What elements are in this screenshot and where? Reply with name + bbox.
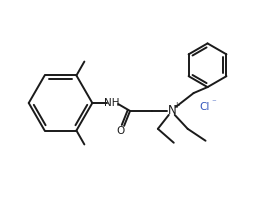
Text: NH: NH xyxy=(104,98,120,108)
Text: +: + xyxy=(174,102,180,110)
Text: Cl: Cl xyxy=(200,102,210,112)
Text: O: O xyxy=(116,126,124,136)
Text: ⁻: ⁻ xyxy=(211,98,216,108)
Text: N: N xyxy=(168,104,176,117)
